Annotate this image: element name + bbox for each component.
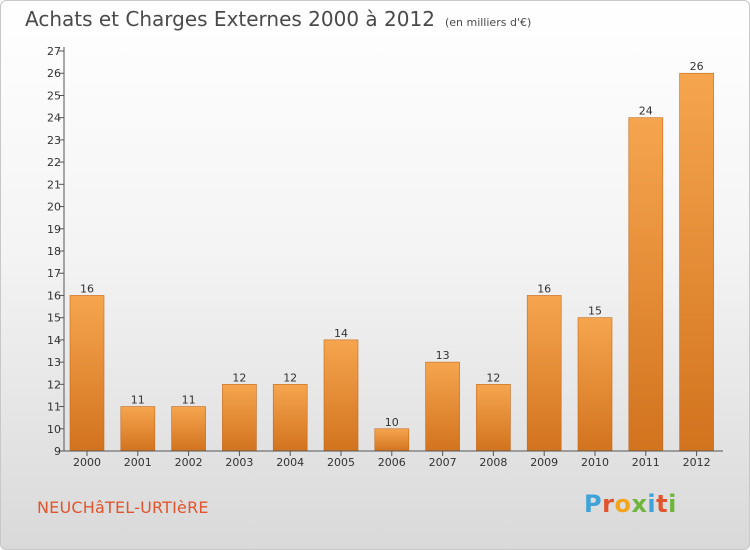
bar-2005 bbox=[323, 339, 359, 452]
y-tick-label: 22 bbox=[47, 156, 61, 169]
y-tick-label: 18 bbox=[47, 245, 61, 258]
bar-2000 bbox=[69, 295, 105, 452]
location-label: NEUCHâTEL-URTIèRE bbox=[37, 498, 209, 517]
bar-2012 bbox=[679, 72, 714, 452]
y-tick-label: 23 bbox=[47, 134, 61, 147]
bar-2003 bbox=[222, 384, 257, 452]
bar-2011 bbox=[628, 117, 664, 452]
y-tick-label: 21 bbox=[47, 178, 61, 191]
x-tick-label: 2000 bbox=[73, 456, 101, 469]
bar-value-label: 11 bbox=[182, 394, 196, 407]
bar-2010 bbox=[577, 317, 613, 452]
bar-value-label: 16 bbox=[537, 282, 551, 295]
brand-letter: P bbox=[584, 490, 603, 518]
y-tick-label: 16 bbox=[47, 289, 61, 302]
bar-value-label: 16 bbox=[80, 282, 94, 295]
bar-2001 bbox=[120, 406, 156, 452]
brand-letter: t bbox=[656, 490, 669, 518]
bar-value-label: 11 bbox=[131, 394, 145, 407]
bars: 16 11 11 12 12 14 10 13 12 16 15 24 26 bbox=[69, 60, 714, 452]
y-tick-label: 20 bbox=[47, 201, 61, 214]
x-tick-label: 2010 bbox=[581, 456, 609, 469]
bar-value-label: 12 bbox=[232, 371, 246, 384]
bar-2007 bbox=[425, 361, 460, 452]
x-tick-label: 2006 bbox=[378, 456, 406, 469]
chart-title: Achats et Charges Externes 2000 à 2012 (e… bbox=[25, 7, 531, 31]
y-tick-label: 9 bbox=[54, 445, 61, 458]
brand-letter: i bbox=[647, 490, 657, 518]
bar-2006 bbox=[374, 428, 410, 452]
y-tick-label: 11 bbox=[47, 401, 61, 414]
bar-value-label: 12 bbox=[486, 371, 500, 384]
bar-2008 bbox=[476, 384, 511, 452]
y-tick-label: 14 bbox=[47, 334, 61, 347]
y-tick-label: 19 bbox=[47, 223, 61, 236]
x-tick-label: 2003 bbox=[225, 456, 253, 469]
bar-2009 bbox=[526, 295, 562, 452]
x-tick-label: 2012 bbox=[683, 456, 711, 469]
bar-value-label: 12 bbox=[283, 371, 297, 384]
brand-letter: o bbox=[614, 490, 632, 518]
chart-unit: (en milliers d'€) bbox=[444, 16, 532, 29]
x-tick-label: 2001 bbox=[124, 456, 152, 469]
y-tick-label: 17 bbox=[47, 267, 61, 280]
bar-2002 bbox=[171, 406, 206, 452]
bar-2004 bbox=[272, 384, 308, 452]
bar-value-label: 26 bbox=[690, 60, 704, 73]
x-tick-label: 2005 bbox=[327, 456, 355, 469]
y-tick-label: 27 bbox=[47, 45, 61, 58]
x-tick-label: 2011 bbox=[632, 456, 660, 469]
x-tick-label: 2002 bbox=[175, 456, 203, 469]
y-tick-label: 12 bbox=[47, 378, 61, 391]
y-tick-label: 26 bbox=[47, 67, 61, 80]
y-tick-label: 10 bbox=[47, 423, 61, 436]
y-tick-label: 25 bbox=[47, 89, 61, 102]
x-tick-label: 2004 bbox=[276, 456, 304, 469]
y-axis: 9 10 11 12 13 14 15 16 17 18 19 20 21 22 23 24 25 26 27 bbox=[47, 45, 65, 458]
brand-letter: r bbox=[602, 490, 615, 518]
y-tick-label: 13 bbox=[47, 356, 61, 369]
x-tick-label: 2007 bbox=[429, 456, 457, 469]
x-axis: 2000 2001 2002 2003 2004 2005 2006 2007 2008 2009… bbox=[64, 450, 723, 469]
brand-letter: x bbox=[631, 490, 648, 518]
proxiti-logo[interactable]: Proxiti bbox=[584, 490, 677, 518]
x-tick-label: 2008 bbox=[479, 456, 507, 469]
bar-value-label: 13 bbox=[436, 349, 450, 362]
x-tick-label: 2009 bbox=[530, 456, 558, 469]
bar-value-label: 15 bbox=[588, 305, 602, 318]
chart-title-text: Achats et Charges Externes 2000 à 2012 bbox=[25, 7, 435, 31]
bar-value-label: 10 bbox=[385, 416, 399, 429]
bar-value-label: 14 bbox=[334, 327, 348, 340]
bar-value-label: 24 bbox=[639, 105, 653, 118]
brand-letter: i bbox=[668, 490, 677, 518]
y-tick-label: 15 bbox=[47, 312, 61, 325]
y-tick-label: 24 bbox=[47, 112, 61, 125]
